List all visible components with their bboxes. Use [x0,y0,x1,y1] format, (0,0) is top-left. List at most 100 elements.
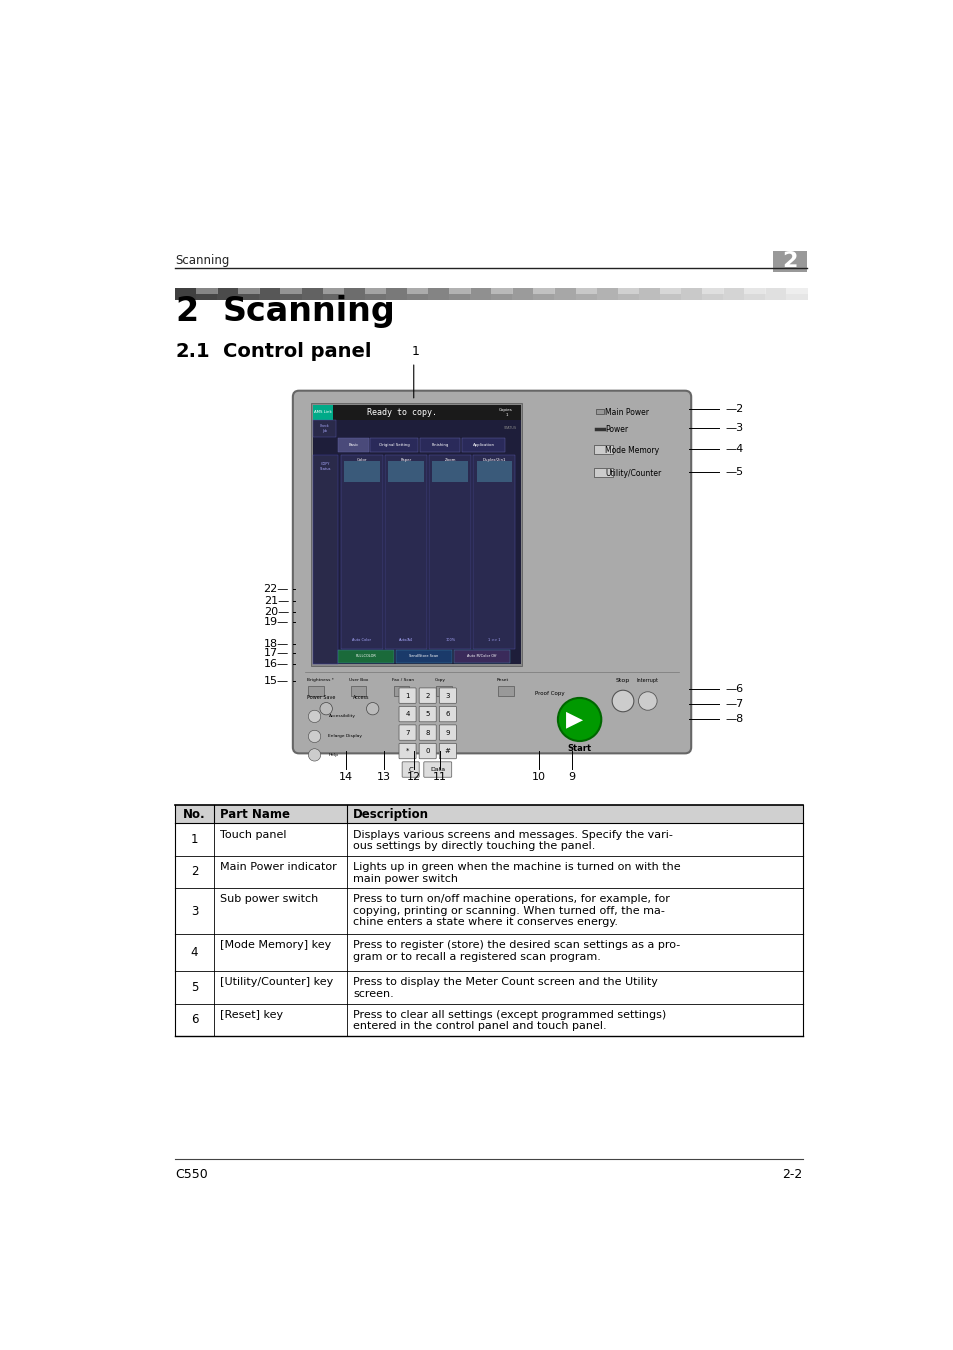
Bar [394,686,409,697]
FancyBboxPatch shape [418,744,436,759]
Bar [533,288,555,300]
Text: Stop: Stop [616,679,630,683]
Text: Reset: Reset [497,678,508,682]
Text: Help: Help [328,753,338,757]
Bar [340,455,382,648]
Text: Color: Color [356,459,367,463]
Bar [659,288,680,294]
Text: Send/Store Scan: Send/Store Scan [409,655,438,659]
Bar [497,686,513,697]
Bar [385,455,427,648]
Bar [337,651,394,663]
Text: Press to register (store) the desired scan settings as a pro-
gram or to recall : Press to register (store) the desired sc… [353,941,679,963]
FancyBboxPatch shape [439,706,456,722]
Text: Finishing: Finishing [431,443,448,447]
Bar [512,288,534,300]
Text: User Box: User Box [349,678,369,682]
Bar [370,439,418,452]
Text: 0: 0 [425,748,430,755]
Bar [476,460,512,482]
Bar [308,686,323,697]
Text: 1: 1 [412,346,419,358]
FancyBboxPatch shape [293,390,691,753]
Circle shape [308,749,320,761]
Bar [174,1003,802,1035]
Bar [238,288,259,300]
Bar [473,455,515,648]
Bar [174,824,802,856]
Bar [364,288,386,294]
FancyBboxPatch shape [402,761,418,778]
Bar [313,405,520,420]
Text: 1: 1 [191,833,198,846]
Text: 3: 3 [191,904,198,918]
Bar [238,288,259,294]
Bar [344,460,379,482]
Bar [575,288,597,300]
Circle shape [638,691,657,710]
Text: [Utility/Counter] key: [Utility/Counter] key [220,977,333,987]
FancyBboxPatch shape [398,725,416,740]
Bar [364,288,386,300]
Bar [701,288,722,300]
Bar [575,288,597,294]
Text: #: # [444,748,451,755]
Bar [554,288,576,300]
Circle shape [308,710,320,722]
Bar [280,288,301,294]
Text: Power Save: Power Save [307,695,335,699]
Text: 2.1: 2.1 [174,342,210,360]
Bar [313,405,520,664]
FancyBboxPatch shape [398,688,416,703]
Text: 6: 6 [445,711,450,717]
Text: Scanning: Scanning [174,255,229,267]
Bar [217,288,238,300]
Text: —8: —8 [724,714,742,725]
Text: Interrupt: Interrupt [637,679,659,683]
Circle shape [319,702,332,716]
Text: Check
Job: Check Job [319,424,329,433]
Text: Auto M/Color Off: Auto M/Color Off [467,655,497,659]
Text: Access: Access [353,695,370,699]
Bar [680,288,701,300]
Text: COPY
Status: COPY Status [319,462,331,471]
Bar [174,888,802,934]
Text: Utility/Counter: Utility/Counter [604,470,660,478]
Text: 18—: 18— [263,639,289,649]
Text: Power: Power [604,425,628,433]
Bar [773,251,806,273]
Text: —7: —7 [724,699,742,709]
FancyBboxPatch shape [398,744,416,759]
Text: 14: 14 [338,772,353,782]
Text: 19—: 19— [263,617,289,628]
Circle shape [558,698,600,741]
Text: 5: 5 [191,981,198,994]
Text: 20—: 20— [263,606,289,617]
FancyBboxPatch shape [439,725,456,740]
Bar [385,288,407,300]
Text: Displays various screens and messages. Specify the vari-
ous settings by directl: Displays various screens and messages. S… [353,830,673,852]
Bar [313,455,337,664]
Text: FULLCOLOR: FULLCOLOR [355,655,375,659]
Text: 2: 2 [174,294,198,328]
Text: Enlarge Display: Enlarge Display [328,734,362,738]
Bar [174,934,802,971]
Bar [491,288,512,294]
Text: Part Name: Part Name [220,807,290,821]
Bar [351,686,366,697]
Text: [Reset] key: [Reset] key [220,1010,283,1019]
Text: Data: Data [430,767,445,772]
Text: 11: 11 [433,772,447,782]
Bar [594,444,612,454]
Bar [533,288,555,294]
Text: *: * [405,748,409,755]
Text: 2: 2 [425,693,430,698]
Text: 22—: 22— [263,583,289,594]
Text: Scanning: Scanning [223,294,395,328]
Bar [174,805,802,823]
Bar [449,288,470,300]
FancyBboxPatch shape [423,761,452,778]
Bar [618,288,639,300]
Text: Description: Description [353,807,429,821]
Text: Duplex/2in1: Duplex/2in1 [482,459,506,463]
